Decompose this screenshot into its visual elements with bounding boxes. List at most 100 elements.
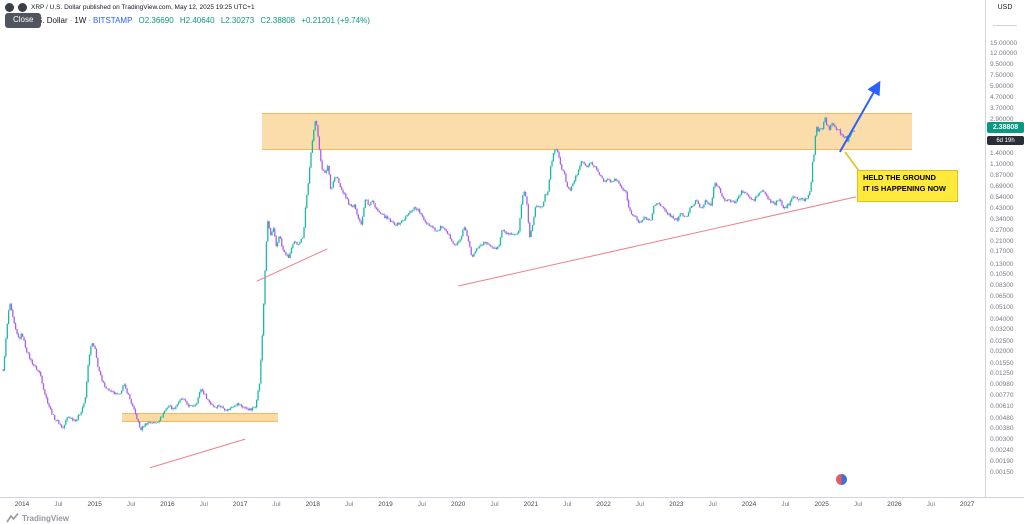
price-axis-label: 0.05100	[990, 304, 1014, 312]
avatar-icon	[5, 2, 14, 12]
time-axis-label: 2014	[14, 501, 30, 508]
price-axis-label: 12.00000	[990, 49, 1018, 57]
price-axis-label: 0.43000	[990, 205, 1014, 213]
time-axis-label: 2026	[887, 501, 902, 508]
price-axis-label: 0.00300	[990, 436, 1014, 444]
price-axis-label: 2.90000	[990, 116, 1014, 124]
time-axis-label: 2022	[596, 501, 611, 508]
time-axis-label: 2016	[160, 501, 175, 508]
trendline-drawing[interactable]	[458, 196, 856, 287]
price-axis-label: 0.00190	[990, 457, 1014, 465]
time-axis-label: 2025	[814, 501, 829, 508]
brand-name[interactable]: TradingView	[22, 513, 69, 523]
price-axis-label: 0.04000	[990, 315, 1014, 323]
candlestick-canvas[interactable]	[0, 0, 985, 497]
interval-label[interactable]: 1W	[74, 16, 87, 25]
price-axis-label: 0.00480	[990, 414, 1014, 422]
price-axis-label: 0.02500	[990, 337, 1014, 345]
open-value: O2.36690	[138, 16, 174, 25]
arrow-drawing[interactable]	[839, 80, 881, 153]
trendline-drawing[interactable]	[149, 438, 246, 469]
price-axis-label: 15.00000	[990, 39, 1018, 47]
price-axis-label: 0.34000	[990, 215, 1014, 223]
time-axis-label: Jul	[635, 501, 645, 508]
time-axis-label: 2020	[450, 501, 466, 508]
camera-icon	[18, 2, 27, 12]
time-axis-label: 2023	[669, 501, 684, 508]
time-axis-label: Jul	[199, 501, 208, 508]
price-axis-label: 0.69000	[990, 182, 1014, 190]
axis-divider	[993, 25, 1017, 26]
drawings-overlay	[149, 80, 881, 469]
price-axis-label: 0.21000	[990, 238, 1014, 246]
chart-plot-area[interactable]: HELD THE GROUND IT IS HAPPENING NOW	[0, 0, 985, 497]
price-axis-label: 0.01250	[990, 369, 1014, 377]
price-axis-label: 0.00980	[990, 381, 1014, 389]
time-axis-label: 2024	[741, 501, 757, 508]
callout-line1: HELD THE GROUND	[863, 173, 936, 182]
price-axis-label: 4.70000	[990, 93, 1014, 101]
time-axis-label: Jul	[708, 501, 717, 508]
time-axis-label: 2017	[232, 501, 248, 508]
price-axis-label: 0.54000	[990, 194, 1014, 202]
time-axis-label: Jul	[126, 501, 136, 508]
time-axis-label: Jul	[853, 501, 863, 508]
exchange-label[interactable]: BITSTAMP	[93, 16, 133, 25]
trendline-drawing[interactable]	[256, 248, 328, 282]
price-axis-label: 0.13000	[990, 260, 1014, 268]
price-axis-label: 0.00150	[990, 468, 1014, 476]
price-axis[interactable]: USD 2.38808 6d 19h 15.00000 12.00000 9.500…	[985, 0, 1024, 497]
price-axis-label: 0.27000	[990, 226, 1014, 234]
price-axis-label: 1.10000	[990, 161, 1014, 169]
change-value: +0.21201 (+9.74%)	[301, 16, 370, 25]
time-axis-label: 2027	[959, 501, 975, 508]
price-axis-label: 3.70000	[990, 104, 1014, 112]
price-axis-label: 0.87000	[990, 172, 1014, 180]
high-value: H2.40640	[179, 16, 215, 25]
time-axis-label: Jul	[417, 501, 426, 508]
time-axis-label: 2018	[305, 501, 321, 508]
price-axis-label: 1.40000	[990, 150, 1014, 158]
price-axis-label: 0.17000	[990, 248, 1014, 256]
tradingview-logo-icon[interactable]	[6, 512, 19, 524]
price-axis-label: 0.03200	[990, 326, 1014, 334]
price-axis-label: 0.08300	[990, 281, 1014, 289]
price-axis-label: 0.06500	[990, 293, 1014, 301]
published-bar: XRP / U.S. Dollar published on TradingVi…	[5, 2, 255, 12]
price-axis-label: 9.50000	[990, 60, 1014, 68]
price-axis-label: 0.00240	[990, 446, 1014, 454]
last-price-tag: 2.38808	[987, 122, 1024, 134]
close-value: C2.38808	[260, 16, 296, 25]
price-axis-label: 0.01550	[990, 359, 1014, 367]
price-axis-label: 0.02000	[990, 347, 1014, 355]
time-axis-label: Jul	[563, 501, 572, 508]
separator: ·	[88, 16, 91, 25]
time-axis-label: Jul	[344, 501, 354, 508]
close-button[interactable]: Close	[5, 13, 42, 28]
bar-countdown-tag: 6d 19h	[987, 136, 1024, 146]
time-axis-label: Jul	[926, 501, 935, 508]
time-axis-label: Jul	[272, 501, 281, 508]
price-axis-label: 0.00380	[990, 425, 1014, 433]
time-axis-label: Jul	[490, 501, 499, 508]
footer: TradingView	[6, 512, 69, 524]
price-axis-label: 0.00770	[990, 392, 1014, 400]
separator: ·	[69, 16, 73, 25]
callout-note[interactable]: HELD THE GROUND IT IS HAPPENING NOW	[858, 171, 957, 201]
price-axis-label: 5.90000	[990, 82, 1014, 90]
time-axis[interactable]: 2014 Jul 2015 Jul 2016 Jul 2017 Jul 2018 Jul 2019 J…	[0, 497, 1024, 511]
time-axis-label: 2015	[87, 501, 102, 508]
currency-label: USD	[997, 4, 1013, 11]
callout-line2: IT IS HAPPENING NOW	[863, 183, 946, 193]
time-axis-label: Jul	[54, 501, 63, 508]
low-value: L2.30273	[220, 16, 255, 25]
price-axis-label: 0.00610	[990, 403, 1014, 411]
price-axis-label: 7.50000	[990, 71, 1014, 79]
time-axis-label: 2019	[378, 501, 393, 508]
published-line: XRP / U.S. Dollar published on TradingVi…	[31, 3, 255, 11]
chart-legend: XRP / U.S. Dollar·1W·BITSTAMP O2.36690 H…	[6, 16, 370, 25]
price-axis-label: 0.10500	[990, 270, 1014, 278]
time-axis-label: 2021	[523, 501, 539, 508]
time-axis-label: Jul	[781, 501, 790, 508]
